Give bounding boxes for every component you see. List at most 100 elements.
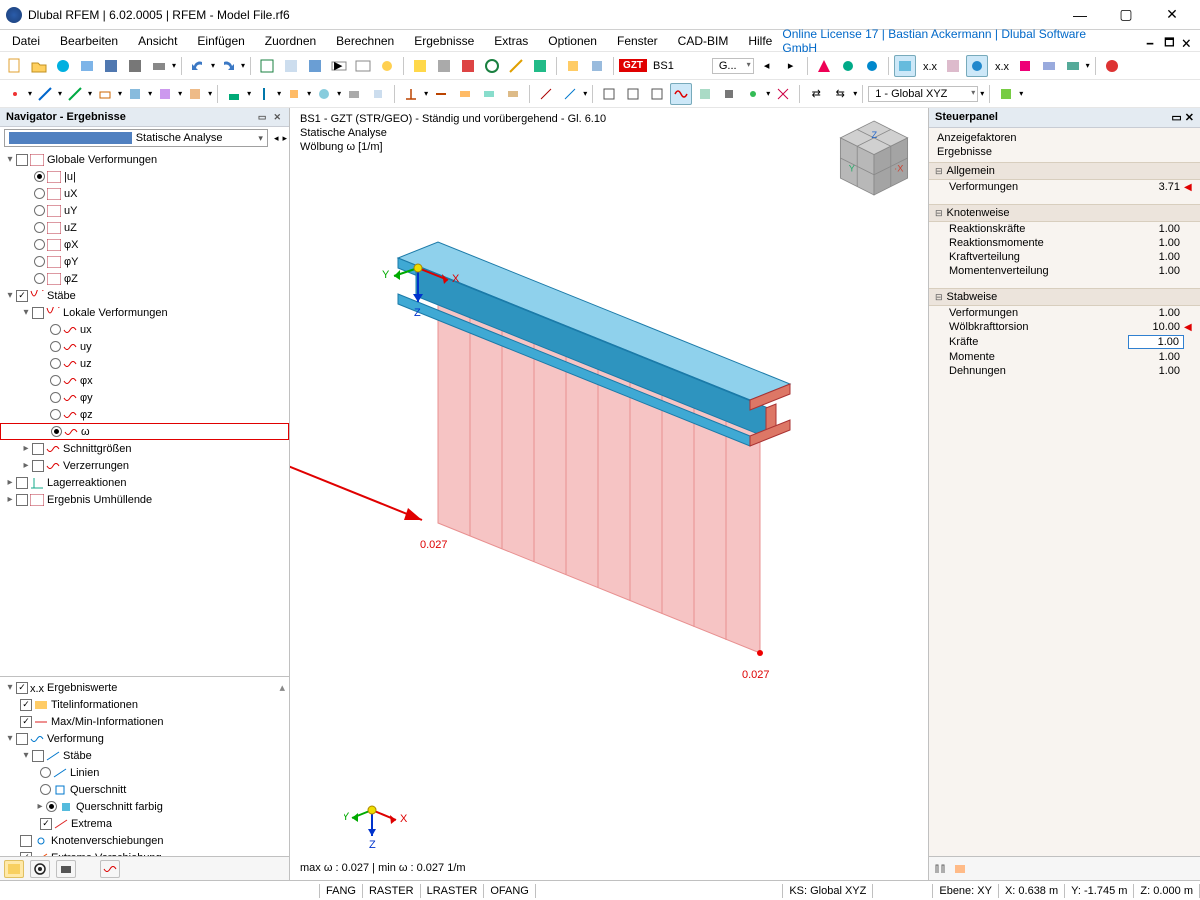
tb-d2[interactable] <box>837 55 859 77</box>
g-dropdown[interactable]: G... <box>712 58 754 74</box>
tb-b6[interactable] <box>529 55 551 77</box>
t2-28[interactable] <box>772 83 794 105</box>
t2-2[interactable] <box>34 83 56 105</box>
t2-maxmin[interactable]: Max/Min-Informationen <box>51 716 164 728</box>
doc-close-icon[interactable]: 🗙 <box>1182 34 1196 48</box>
tree-luy[interactable]: uy <box>80 341 92 353</box>
t2-25[interactable] <box>694 83 716 105</box>
undo-icon[interactable] <box>187 55 209 77</box>
t2-30[interactable]: ⇆ <box>829 83 851 105</box>
tb-e8[interactable] <box>1062 55 1084 77</box>
close-button[interactable]: ✕ <box>1150 1 1194 29</box>
tree-lokale[interactable]: Lokale Verformungen <box>63 307 168 319</box>
maximize-button[interactable]: ▢ <box>1104 1 1148 29</box>
nav-close-icon[interactable]: ✕ <box>271 112 283 122</box>
t2-8[interactable] <box>223 83 245 105</box>
t2-5[interactable] <box>124 83 146 105</box>
tree-globale[interactable]: Globale Verformungen <box>47 154 157 166</box>
menu-optionen[interactable]: Optionen <box>538 32 607 50</box>
tb-e1[interactable] <box>894 55 916 77</box>
t2-26[interactable] <box>718 83 740 105</box>
menu-bearbeiten[interactable]: Bearbeiten <box>50 32 128 50</box>
t2-9[interactable] <box>253 83 275 105</box>
panel-g2[interactable]: Knotenweise <box>929 204 1200 222</box>
tree-verzerr[interactable]: Verzerrungen <box>63 460 129 472</box>
t2-19[interactable] <box>535 83 557 105</box>
result-tree[interactable]: ▾Globale Verformungen |u| uX uY uZ φX φY… <box>0 149 289 676</box>
tree-phiz[interactable]: φZ <box>64 273 78 285</box>
snap-fang[interactable]: FANG <box>319 884 363 898</box>
t2-querf[interactable]: Querschnitt farbig <box>76 801 163 813</box>
t2-31[interactable] <box>995 83 1017 105</box>
tb-b1[interactable] <box>409 55 431 77</box>
t2-ergebniswerte[interactable]: Ergebniswerte <box>47 682 117 694</box>
bs1-label[interactable]: BS1 <box>649 60 678 72</box>
tree-u[interactable]: |u| <box>64 171 76 183</box>
tree-ergebnis[interactable]: Ergebnis Umhüllende <box>47 494 152 506</box>
t2-6[interactable] <box>154 83 176 105</box>
tb-f1[interactable] <box>1101 55 1123 77</box>
tree-ux[interactable]: uX <box>64 188 77 200</box>
t2-17[interactable] <box>478 83 500 105</box>
menu-zuordnen[interactable]: Zuordnen <box>255 32 326 50</box>
tb-a5[interactable] <box>352 55 374 77</box>
t2-18[interactable] <box>502 83 524 105</box>
doc-max-icon[interactable]: 🗖 <box>1164 34 1178 48</box>
nav-tab-2[interactable] <box>30 860 50 878</box>
t2-quer[interactable]: Querschnitt <box>70 784 126 796</box>
t2-3[interactable] <box>64 83 86 105</box>
open-icon[interactable] <box>28 55 50 77</box>
t2-24[interactable] <box>670 83 692 105</box>
t2-verformung[interactable]: Verformung <box>47 733 104 745</box>
t2-11[interactable] <box>313 83 335 105</box>
tb-b3[interactable] <box>457 55 479 77</box>
tb-a6[interactable] <box>376 55 398 77</box>
viewport[interactable]: BS1 - GZT (STR/GEO) - Ständig und vorübe… <box>290 108 928 880</box>
coord-dropdown[interactable]: 1 - Global XYZ <box>868 86 978 102</box>
menu-hilfe[interactable]: Hilfe <box>738 32 782 50</box>
tb-e5[interactable]: x.x <box>990 55 1012 77</box>
tb-b2[interactable] <box>433 55 455 77</box>
menu-einfuegen[interactable]: Einfügen <box>187 32 254 50</box>
menu-extras[interactable]: Extras <box>484 32 538 50</box>
nav-tab-3[interactable] <box>56 860 76 878</box>
nav-combo[interactable]: Statische Analyse <box>4 129 268 147</box>
menu-ansicht[interactable]: Ansicht <box>128 32 187 50</box>
menu-datei[interactable]: Datei <box>2 32 50 50</box>
save-icon[interactable] <box>100 55 122 77</box>
t2-16[interactable] <box>454 83 476 105</box>
t2-22[interactable] <box>622 83 644 105</box>
tree-uy[interactable]: uY <box>64 205 77 217</box>
tb-a4[interactable]: ▶ <box>328 55 350 77</box>
cloud-icon[interactable] <box>52 55 74 77</box>
tb-d3[interactable] <box>861 55 883 77</box>
tree-lux[interactable]: ux <box>80 324 92 336</box>
t2-27[interactable] <box>742 83 764 105</box>
snap-lraster[interactable]: LRASTER <box>420 884 485 898</box>
panel-g3[interactable]: Stabweise <box>929 288 1200 306</box>
menu-fenster[interactable]: Fenster <box>607 32 668 50</box>
tree-uz[interactable]: uZ <box>64 222 77 234</box>
tree-schnitt[interactable]: Schnittgrößen <box>63 443 131 455</box>
menu-ergebnisse[interactable]: Ergebnisse <box>404 32 484 50</box>
snap-raster[interactable]: RASTER <box>362 884 421 898</box>
block-icon[interactable] <box>76 55 98 77</box>
t2-15[interactable] <box>430 83 452 105</box>
tree-luz[interactable]: uz <box>80 358 92 370</box>
nav-tab-1[interactable] <box>4 860 24 878</box>
t2-29[interactable]: ⇄ <box>805 83 827 105</box>
t2-10[interactable] <box>283 83 305 105</box>
panel-dock-icon[interactable]: ▭ <box>1171 112 1181 124</box>
panel-close-icon[interactable]: ✕ <box>1185 112 1194 124</box>
nav-tab-4[interactable] <box>100 860 120 878</box>
print-icon[interactable] <box>148 55 170 77</box>
nav-next[interactable]: ▸ <box>280 133 289 144</box>
tree-phiy[interactable]: φY <box>64 256 78 268</box>
t2-knoten[interactable]: Knotenverschiebungen <box>51 835 164 847</box>
t2-7[interactable] <box>184 83 206 105</box>
tb-e4[interactable] <box>966 55 988 77</box>
tb-b4[interactable] <box>481 55 503 77</box>
display-tree[interactable]: ▾x.xErgebniswerte▴ Titelinformationen Ma… <box>0 676 289 856</box>
t2-21[interactable] <box>598 83 620 105</box>
tb-e7[interactable] <box>1038 55 1060 77</box>
